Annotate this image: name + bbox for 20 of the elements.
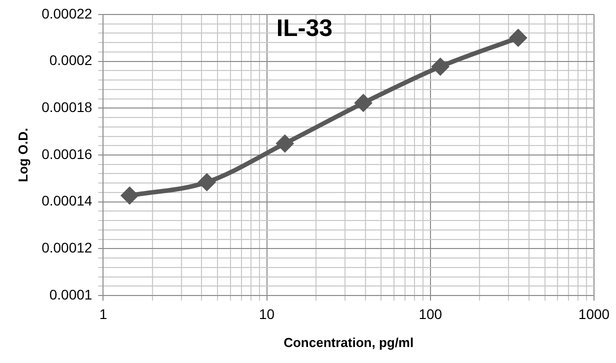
y-axis-title: Log O.D.: [15, 128, 30, 182]
y-tick-label: 0.0001: [49, 286, 92, 302]
point: [198, 174, 216, 190]
point: [276, 135, 294, 152]
point: [432, 58, 449, 75]
y-tick-label: 0.00012: [42, 240, 92, 256]
x-tick-label: 100: [418, 306, 442, 322]
y-tick-label: 0.0002: [49, 52, 92, 68]
y-tick-label: 0.00022: [42, 5, 92, 22]
point: [121, 187, 138, 204]
point: [355, 94, 372, 112]
x-tick-label: 10: [259, 306, 275, 322]
x-tick-label: 1: [99, 306, 108, 322]
chart-title: IL-33: [276, 15, 332, 42]
x-axis-title: Concentration, pg/ml: [284, 334, 414, 350]
y-tick-label: 0.00014: [42, 192, 92, 209]
y-tick-label: 0.00016: [42, 146, 92, 162]
x-tick-label: 1000: [578, 306, 610, 322]
point: [510, 30, 526, 46]
y-tick-label: 0.00018: [42, 98, 92, 115]
